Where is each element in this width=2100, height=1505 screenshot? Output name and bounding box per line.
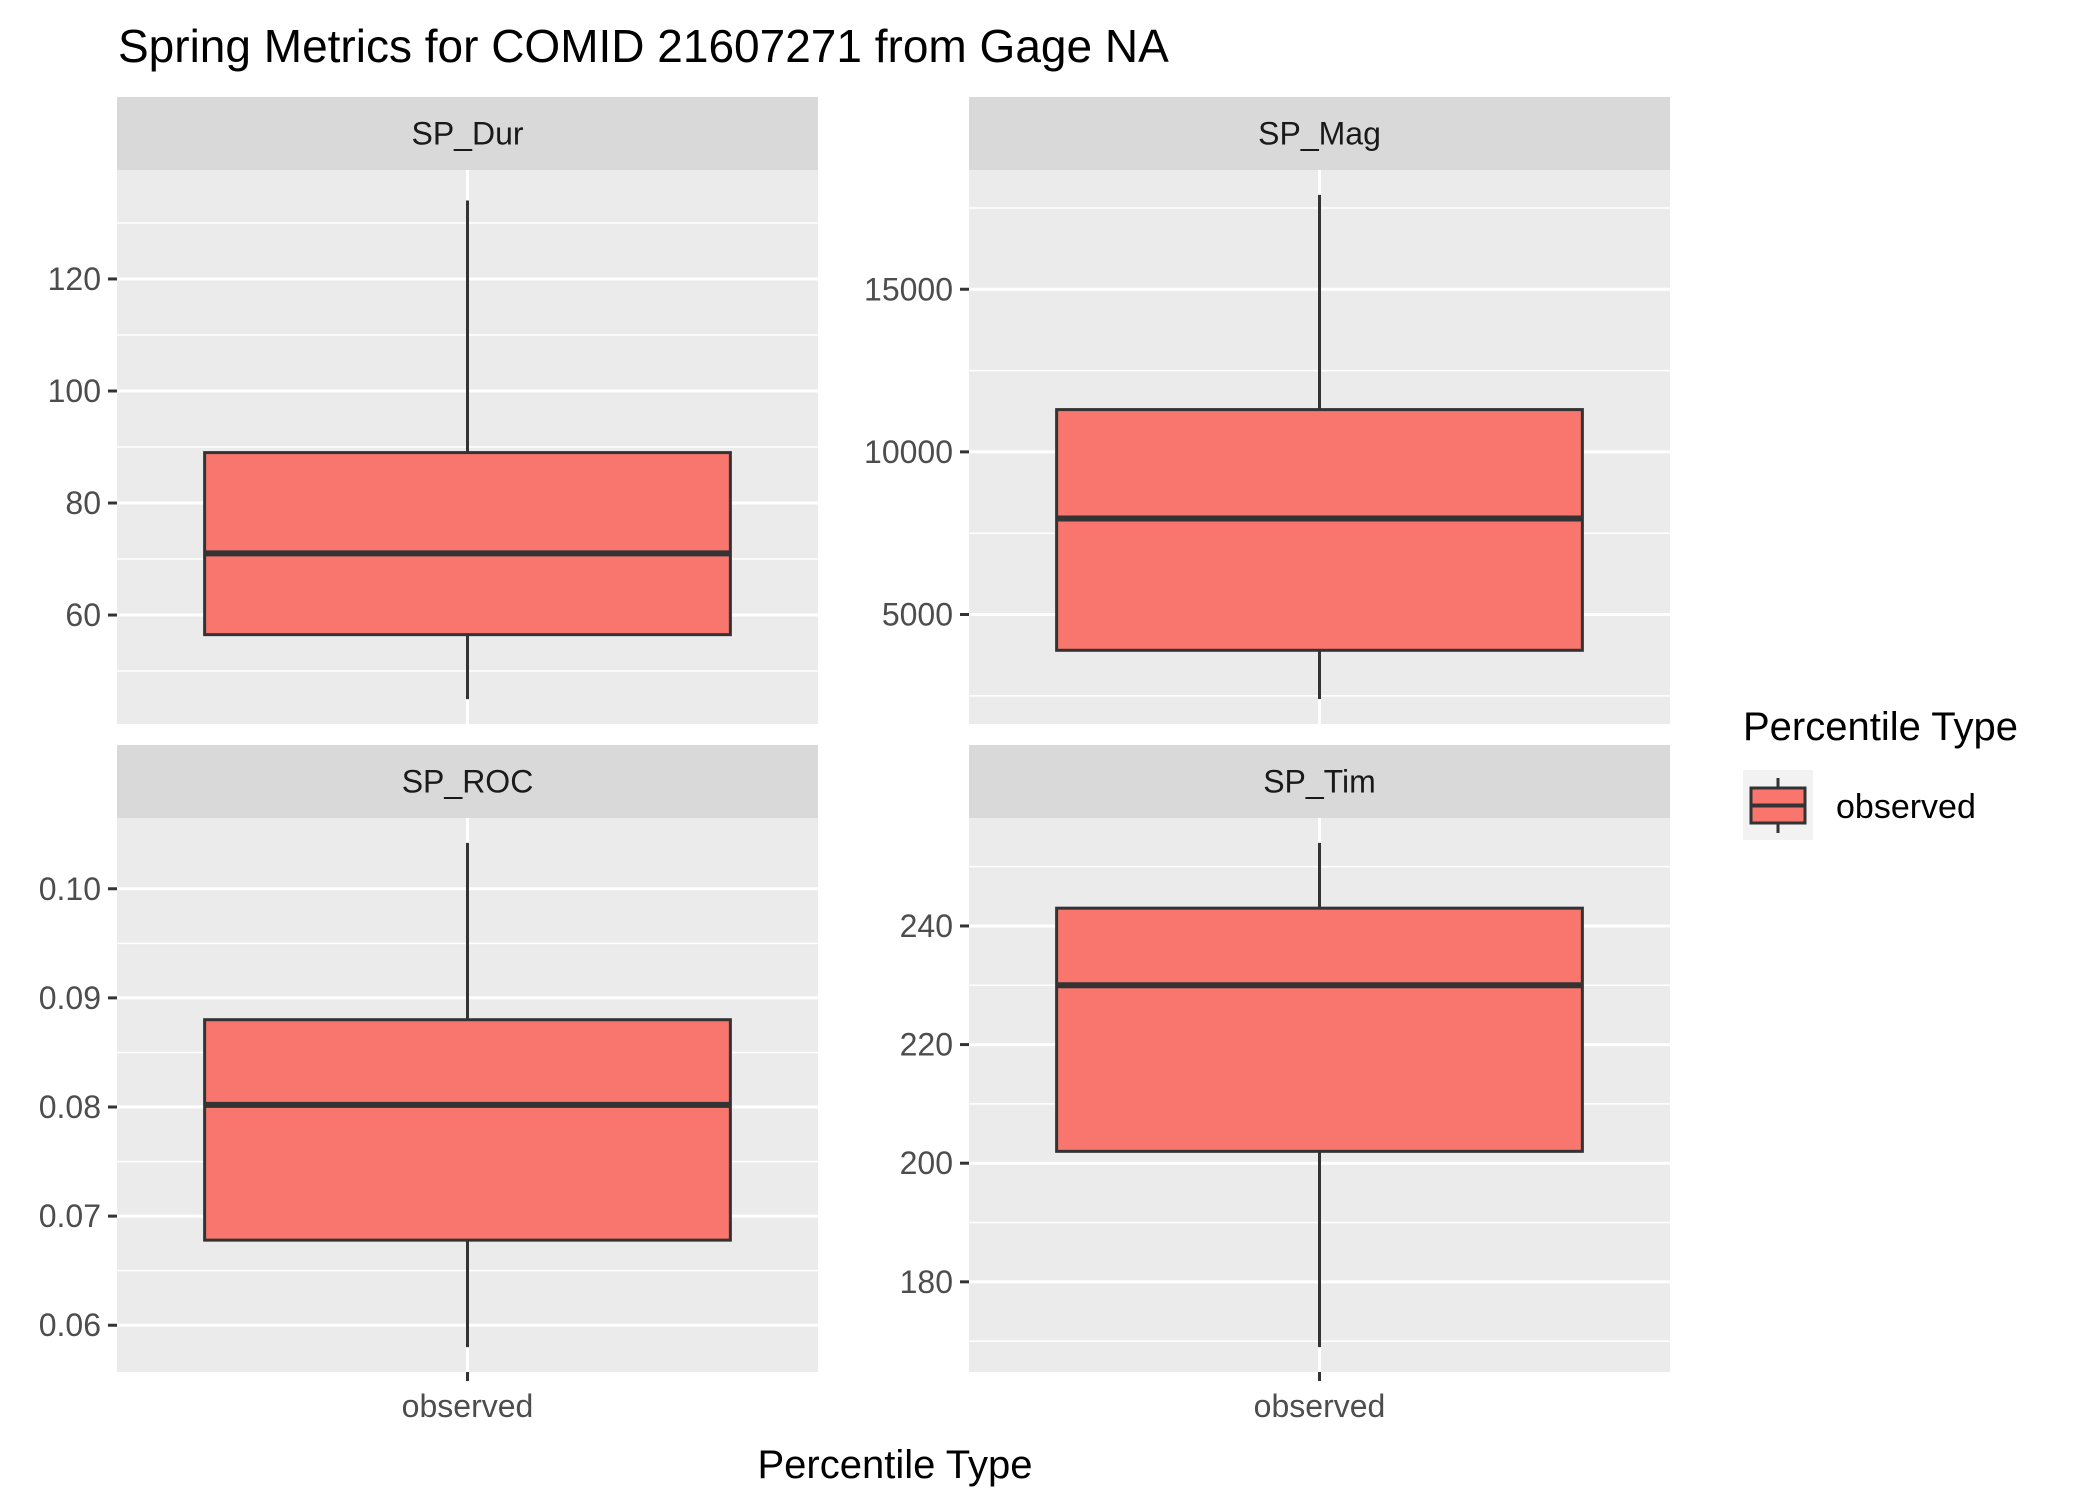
y-tick-label: 180 (900, 1264, 953, 1300)
y-tick-label: 10000 (864, 434, 953, 470)
facet-strip-label: SP_Mag (1258, 116, 1381, 152)
y-tick-label: 0.10 (39, 871, 101, 907)
chart-title: Spring Metrics for COMID 21607271 from G… (118, 20, 1169, 72)
y-tick-label: 0.08 (39, 1089, 101, 1125)
y-tick-label: 0.07 (39, 1198, 101, 1234)
facet-panel-sp-dur: SP_Dur 60 80 100 120 (48, 97, 818, 724)
box-iqr (203, 451, 732, 637)
y-tick-label: 60 (65, 597, 101, 633)
boxplot-observed (1055, 842, 1584, 1348)
facet-panel-sp-tim: SP_Tim 180 200 220 240 (900, 745, 1670, 1372)
y-tick-label: 200 (900, 1145, 953, 1181)
facet-strip (969, 97, 1670, 170)
facet-strip-label: SP_Tim (1263, 764, 1376, 800)
y-tick-label: 0.06 (39, 1307, 101, 1343)
y-tick-label: 0.09 (39, 980, 101, 1016)
facet-panel-sp-mag: SP_Mag 5000 10000 15000 (864, 97, 1670, 724)
x-axis: observed observed (402, 1372, 1386, 1424)
boxplot-observed (203, 200, 732, 700)
y-tick-label: 80 (65, 485, 101, 521)
legend-label-observed: observed (1836, 788, 1976, 826)
box-iqr (203, 1018, 732, 1242)
boxplot-observed (203, 842, 732, 1348)
y-tick-label: 5000 (882, 597, 953, 633)
y-tick-label: 15000 (864, 271, 953, 307)
facet-strip-label: SP_Dur (411, 116, 523, 152)
x-axis-title: Percentile Type (758, 1443, 1033, 1487)
legend: Percentile Type observed (1743, 705, 2018, 840)
facet-strip (117, 745, 818, 818)
y-tick-label: 120 (48, 261, 101, 297)
y-tick-label: 240 (900, 908, 953, 944)
box-iqr (1055, 408, 1584, 652)
boxplot-observed (1055, 194, 1584, 700)
facet-strip (117, 97, 818, 170)
box-iqr (1055, 906, 1584, 1153)
y-tick-label: 220 (900, 1027, 953, 1063)
facet-panels: SP_Dur 60 80 100 120 SP_Mag 5000 10000 15000 SP_R… (39, 97, 1670, 1372)
facet-strip (969, 745, 1670, 818)
x-tick-label: observed (1254, 1388, 1386, 1424)
y-tick-label: 100 (48, 373, 101, 409)
facet-panel-sp-roc: SP_ROC 0.06 0.07 0.08 0.09 0.10 (39, 745, 818, 1372)
facet-strip-label: SP_ROC (402, 764, 534, 800)
legend-title: Percentile Type (1743, 705, 2018, 749)
x-tick-label: observed (402, 1388, 534, 1424)
